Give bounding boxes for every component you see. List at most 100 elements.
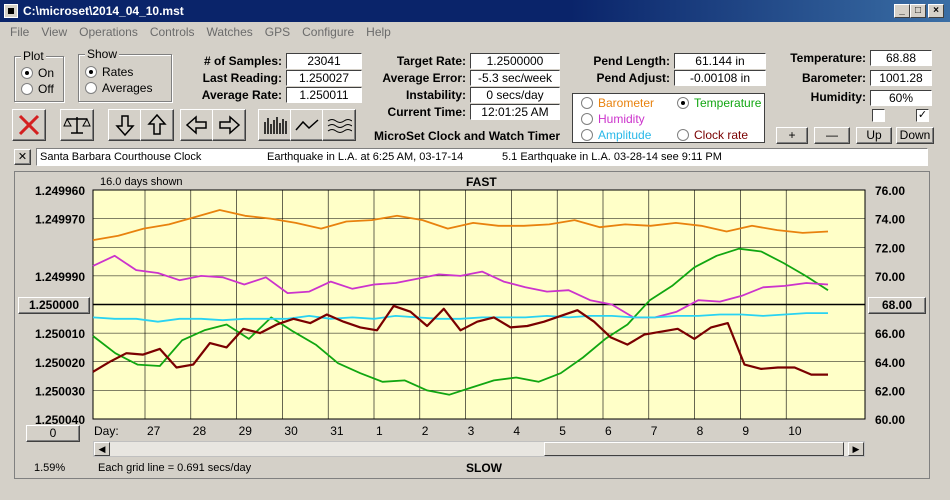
scale-minus-button[interactable]: — (814, 127, 850, 144)
right-axis-tick: 62.00 (875, 384, 905, 398)
right-axis-tick: 64.00 (875, 356, 905, 370)
show-averages-label: Averages (102, 81, 153, 95)
menu-gps[interactable]: GPS (264, 25, 291, 39)
scale-up-button[interactable]: Up (856, 127, 892, 144)
env-checkbox-right[interactable]: ✓ (916, 109, 929, 122)
right-axis-tick: 66.00 (875, 327, 905, 341)
sensor-clock-rate-radio[interactable]: Clock rate (677, 127, 748, 143)
menu-configure[interactable]: Configure (302, 25, 355, 39)
sensor-selector: Barometer Temperature Humidity Amplitude… (572, 93, 765, 143)
left-axis-tick: 1.250040 (35, 413, 85, 427)
red-x-icon (18, 114, 40, 136)
target-rate-field[interactable]: 1.2500000 (470, 53, 560, 69)
left-axis-tick: 1.249960 (35, 184, 85, 198)
show-rates-radio[interactable]: Rates (85, 64, 133, 80)
last-reading-field[interactable]: 1.250027 (286, 70, 362, 86)
title-bar: C:\microset\2014_04_10.mst _ □ × (0, 0, 950, 22)
sensor-temperature-radio[interactable]: Temperature (677, 95, 761, 111)
left-bottom-button[interactable]: 0 (26, 425, 80, 442)
scroll-left-arrow-icon[interactable]: ◀ (94, 442, 110, 456)
plot-on-radio[interactable]: On (21, 65, 54, 81)
minimize-button[interactable]: _ (894, 4, 910, 18)
notes-field[interactable]: Santa Barbara Courthouse Clock Earthquak… (36, 148, 928, 166)
x-axis-tick: 7 (651, 424, 658, 438)
clear-button[interactable] (12, 109, 46, 141)
samples-label: # of Samples: (203, 54, 282, 68)
series-amplitude (92, 312, 828, 323)
wave-view-button[interactable] (322, 109, 356, 141)
left-axis-tick: 1.250010 (35, 327, 85, 341)
scroll-right-button[interactable] (212, 109, 246, 141)
close-window-button[interactable]: × (928, 4, 944, 18)
barometer-field[interactable]: 1001.28 (870, 70, 932, 86)
x-axis-tick: 1 (376, 424, 383, 438)
pend-adjust-field[interactable]: -0.00108 in (674, 70, 766, 86)
radio-icon (581, 97, 593, 109)
x-axis-tick: 2 (422, 424, 429, 438)
radio-icon (677, 129, 689, 141)
left-axis-tick: 1.250020 (35, 356, 85, 370)
env-checkbox-left[interactable] (872, 109, 885, 122)
arrow-up-icon (147, 113, 167, 135)
x-axis-tick: 27 (147, 424, 161, 438)
samples-field[interactable]: 23041 (286, 53, 362, 69)
plot-group: Plot On Off (14, 49, 64, 102)
x-axis-tick: 8 (697, 424, 704, 438)
menu-help[interactable]: Help (366, 25, 391, 39)
bars-view-button[interactable] (258, 109, 292, 141)
notes-close-button[interactable]: ✕ (14, 149, 31, 165)
balance-button[interactable] (60, 109, 94, 141)
menu-file[interactable]: File (10, 25, 30, 39)
right-axis-tick: 76.00 (875, 184, 905, 198)
radio-icon (85, 82, 97, 94)
graph-panel (14, 171, 930, 479)
menu-view[interactable]: View (41, 25, 68, 39)
temperature-field[interactable]: 68.88 (870, 50, 932, 66)
x-axis-tick: 30 (284, 424, 298, 438)
horizontal-scrollbar[interactable]: ◀ ▶ (93, 441, 865, 457)
average-rate-field[interactable]: 1.250011 (286, 87, 362, 103)
menu-operations[interactable]: Operations (79, 25, 138, 39)
plot-on-label: On (38, 66, 55, 80)
menu-controls[interactable]: Controls (149, 25, 195, 39)
x-axis-tick: 9 (742, 424, 749, 438)
menu-watches[interactable]: Watches (206, 25, 253, 39)
app-icon (4, 4, 18, 18)
show-group-label: Show (85, 47, 120, 61)
radio-selected-icon (85, 66, 97, 78)
series-barometer (92, 209, 829, 241)
humidity-field[interactable]: 60% (870, 90, 932, 106)
barometer-label: Barometer: (801, 71, 866, 85)
sensor-amplitude-label: Amplitude (598, 128, 652, 142)
average-error-field[interactable]: -5.3 sec/week (470, 70, 560, 86)
average-rate-label: Average Rate: (201, 88, 282, 102)
pend-length-label: Pend Length: (593, 54, 670, 68)
sensor-amplitude-radio[interactable]: Amplitude (581, 127, 651, 143)
right-center-button[interactable]: 68.00 (868, 297, 926, 314)
sensor-barometer-radio[interactable]: Barometer (581, 95, 654, 111)
left-center-button[interactable]: 1.250000 (18, 297, 90, 314)
bar-graph-icon (264, 117, 287, 134)
right-axis-tick: 60.00 (875, 413, 905, 427)
maximize-button[interactable]: □ (910, 4, 926, 18)
move-up-button[interactable] (140, 109, 174, 141)
radio-icon (21, 83, 33, 95)
scale-plus-button[interactable]: + (776, 127, 808, 144)
arrow-right-icon (219, 115, 241, 135)
scroll-thumb[interactable] (544, 442, 844, 456)
show-group: Show Rates Averages (78, 47, 172, 102)
series-lines (92, 209, 829, 396)
pend-length-field[interactable]: 61.144 in (674, 53, 766, 69)
note-2: 5.1 Earthquake in L.A. 03-28-14 see 9:11… (502, 151, 722, 163)
x-axis-tick: 3 (468, 424, 475, 438)
x-axis-label: Day: (94, 424, 119, 438)
scroll-right-arrow-icon[interactable]: ▶ (848, 442, 864, 456)
current-time-field[interactable]: 12:01:25 AM (470, 104, 560, 120)
scale-down-button[interactable]: Down (896, 127, 934, 144)
show-averages-radio[interactable]: Averages (85, 80, 152, 96)
note-clock-name: Santa Barbara Courthouse Clock (40, 151, 202, 163)
plot-off-radio[interactable]: Off (21, 81, 54, 97)
sensor-humidity-radio[interactable]: Humidity (581, 111, 645, 127)
instability-field[interactable]: 0 secs/day (470, 87, 560, 103)
